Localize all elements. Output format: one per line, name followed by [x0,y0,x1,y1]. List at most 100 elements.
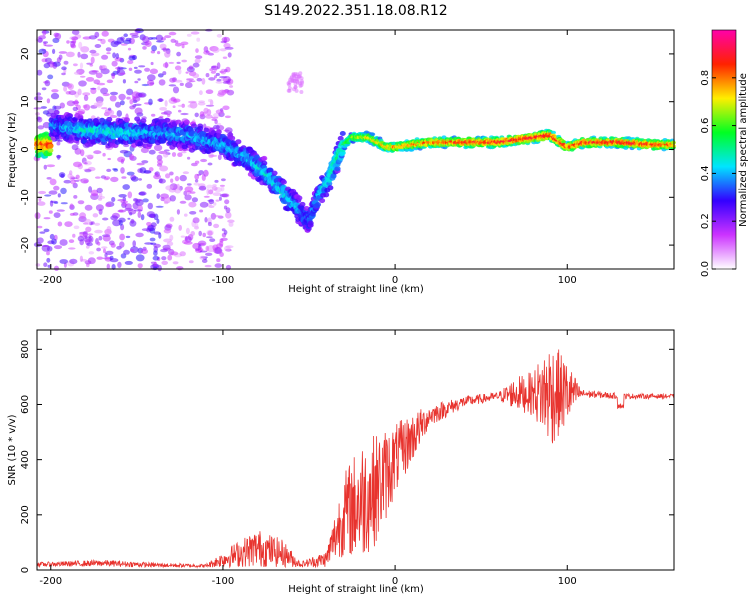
noise-blob [208,205,215,209]
noise-blob [96,82,106,86]
noise-blob [168,31,177,36]
noise-blob [205,114,213,119]
noise-blob [60,202,68,205]
x-tick-label: 0 [392,275,398,286]
noise-blob [120,43,128,46]
noise-blob [172,86,180,94]
noise-blob [186,78,194,81]
ridge-point [296,195,303,201]
noise-blob [203,107,209,114]
noise-blob [33,96,43,101]
noise-blob [207,221,212,227]
noise-blob [71,144,79,151]
noise-blob [141,228,150,232]
noise-blob [148,167,154,172]
noise-blob [170,251,179,256]
noise-blob [47,74,54,80]
noise-blob [194,55,203,59]
figure-title: S149.2022.351.18.08.R12 [264,3,447,19]
noise-blob [221,178,226,182]
noise-blob [185,71,189,74]
noise-blob [188,100,197,104]
noise-blob [219,240,224,247]
noise-blob [66,83,73,89]
noise-blob [198,185,207,191]
noise-blob [135,28,144,34]
noise-blob [203,50,211,55]
noise-blob [41,245,50,247]
noise-blob [207,162,213,166]
noise-blob [89,49,97,54]
noise-blob [73,161,82,168]
noise-blob [156,154,163,161]
noise-blob [56,57,62,63]
noise-blob [292,79,297,83]
noise-blob [165,223,173,229]
noise-blob [85,226,92,233]
noise-blob [79,255,83,262]
noise-blob [174,79,183,83]
noise-blob [287,88,292,93]
noise-blob [152,255,160,261]
colorbar-ticks: 0.0 0.2 0.4 0.6 0.8 [700,29,737,277]
noise-blob [127,60,134,65]
noise-blob [212,214,221,218]
noise-blob [87,257,96,265]
noise-blob [86,245,90,249]
noise-blob [208,198,215,205]
noise-blob [96,187,103,194]
noise-blob [40,106,47,109]
noise-blob [156,193,161,199]
noise-blob [94,229,103,234]
noise-blob [42,41,49,44]
ridge-point [267,168,274,174]
noise-blob [80,178,89,184]
noise-blob [157,264,162,272]
ridge-point [670,140,676,145]
noise-blob [299,83,304,87]
noise-blob [74,99,79,107]
y-tick-label: 10 [20,95,31,108]
noise-blob [162,71,167,76]
noise-blob [110,176,119,183]
ridge-point [137,141,144,147]
noise-blob [167,113,171,117]
noise-blob [148,98,153,106]
snr-x-axis-label: Height of straight line (km) [288,584,424,595]
ridge-point [323,192,330,198]
noise-blob [180,235,186,238]
noise-blob [174,40,179,44]
noise-blob [176,209,180,215]
noise-blob [120,100,125,106]
noise-blob [127,191,133,199]
noise-blob [219,48,227,52]
noise-blob [106,168,112,172]
noise-blob [70,177,78,180]
noise-blob [54,265,59,271]
noise-blob [188,260,194,264]
ridge-point [327,185,334,191]
noise-blob [110,243,116,248]
ridge-point [123,117,130,123]
ridge-point [261,160,268,166]
ridge-point [299,201,306,207]
x-tick-label: -100 [212,275,235,286]
noise-blob [223,230,228,235]
noise-blob [169,216,175,222]
noise-blob [54,245,62,250]
noise-blob [179,82,184,86]
ridge-point [53,109,60,115]
noise-blob [72,233,76,238]
noise-blob [109,258,119,263]
noise-blob [192,73,200,79]
noise-blob [131,176,139,182]
noise-blob [216,62,221,70]
y-tick-label: 800 [20,340,31,359]
noise-blob [194,58,201,64]
noise-blob [215,81,223,84]
ridge-point [561,140,567,144]
noise-blob [160,112,168,115]
noise-blob [162,62,169,68]
noise-blob [38,190,47,195]
